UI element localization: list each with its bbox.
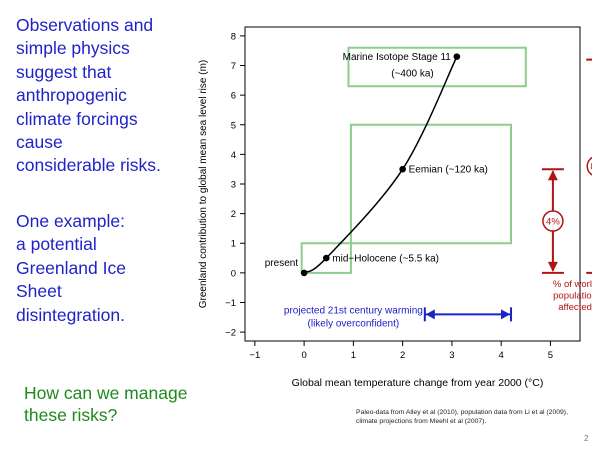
y-axis-label: Greenland contribution to global mean se… — [198, 60, 209, 308]
projection-label: projected 21st century warming — [284, 305, 423, 316]
x-axis-label: Global mean temperature change from year… — [292, 377, 544, 389]
example-text: One example: a potential Greenland Ice S… — [16, 211, 126, 325]
y-tick-label: 5 — [231, 120, 236, 131]
data-point — [322, 254, 330, 262]
y-tick-label: −1 — [225, 298, 236, 309]
point-label: Marine Isotope Stage 11 — [343, 52, 452, 63]
data-point — [399, 165, 406, 173]
population-marker-label: 4% — [546, 217, 560, 228]
x-tick-label: 3 — [449, 350, 454, 361]
x-tick-label: 2 — [400, 350, 405, 361]
y-tick-label: 2 — [231, 209, 236, 220]
y-tick-label: −2 — [225, 328, 236, 339]
y-tick-label: 8 — [231, 31, 236, 42]
page-number: 2 — [584, 434, 589, 443]
population-marker-circle — [542, 210, 564, 232]
y-tick-label: 7 — [231, 61, 236, 72]
y-tick-label: 6 — [231, 91, 236, 102]
data-credit: Paleo-data from Alley et al (2010), popu… — [356, 409, 568, 425]
data-point — [300, 269, 308, 277]
x-tick-label: 0 — [301, 350, 306, 361]
population-marker-circle — [586, 156, 592, 176]
projection-arrow-head — [425, 309, 435, 320]
population-arrow-head — [547, 170, 558, 181]
question-text: How can we manage these risks? — [24, 383, 188, 425]
y-tick-label: 3 — [231, 180, 236, 191]
x-tick-label: −1 — [249, 350, 260, 361]
point-label: Eemian (~120 ka) — [409, 165, 488, 176]
population-arrow-head — [547, 261, 558, 272]
y-tick-label: 1 — [231, 239, 236, 250]
population-marker-label: 8% — [590, 162, 592, 173]
population-caption: population — [553, 290, 592, 301]
point-label: mid−Holocene (~5.5 ka) — [332, 254, 439, 265]
y-tick-label: 0 — [231, 268, 236, 279]
x-tick-label: 1 — [351, 350, 356, 361]
uncertainty-box — [300, 242, 352, 274]
x-tick-label: 4 — [499, 350, 504, 361]
uncertainty-box — [347, 46, 527, 88]
population-caption: affected — [558, 302, 592, 313]
point-label: (~400 ka) — [391, 68, 434, 79]
uncertainty-box — [349, 123, 513, 245]
y-tick-label: 4 — [231, 150, 236, 161]
point-label: present — [265, 258, 299, 269]
population-caption: % of world — [553, 279, 592, 290]
series-line — [303, 56, 458, 274]
sea-level-chart: −1 0 1 2 3 4 5 −2 −1 0 1 2 3 4 5 6 7 8 Global mean tempera… — [198, 26, 592, 389]
intro-text: Observations and simple physics suggest … — [16, 15, 161, 176]
projection-sublabel: (likely overconfident) — [308, 318, 400, 329]
projection-arrow-head — [501, 309, 511, 320]
data-point — [453, 53, 461, 60]
x-tick-label: 5 — [548, 350, 553, 361]
